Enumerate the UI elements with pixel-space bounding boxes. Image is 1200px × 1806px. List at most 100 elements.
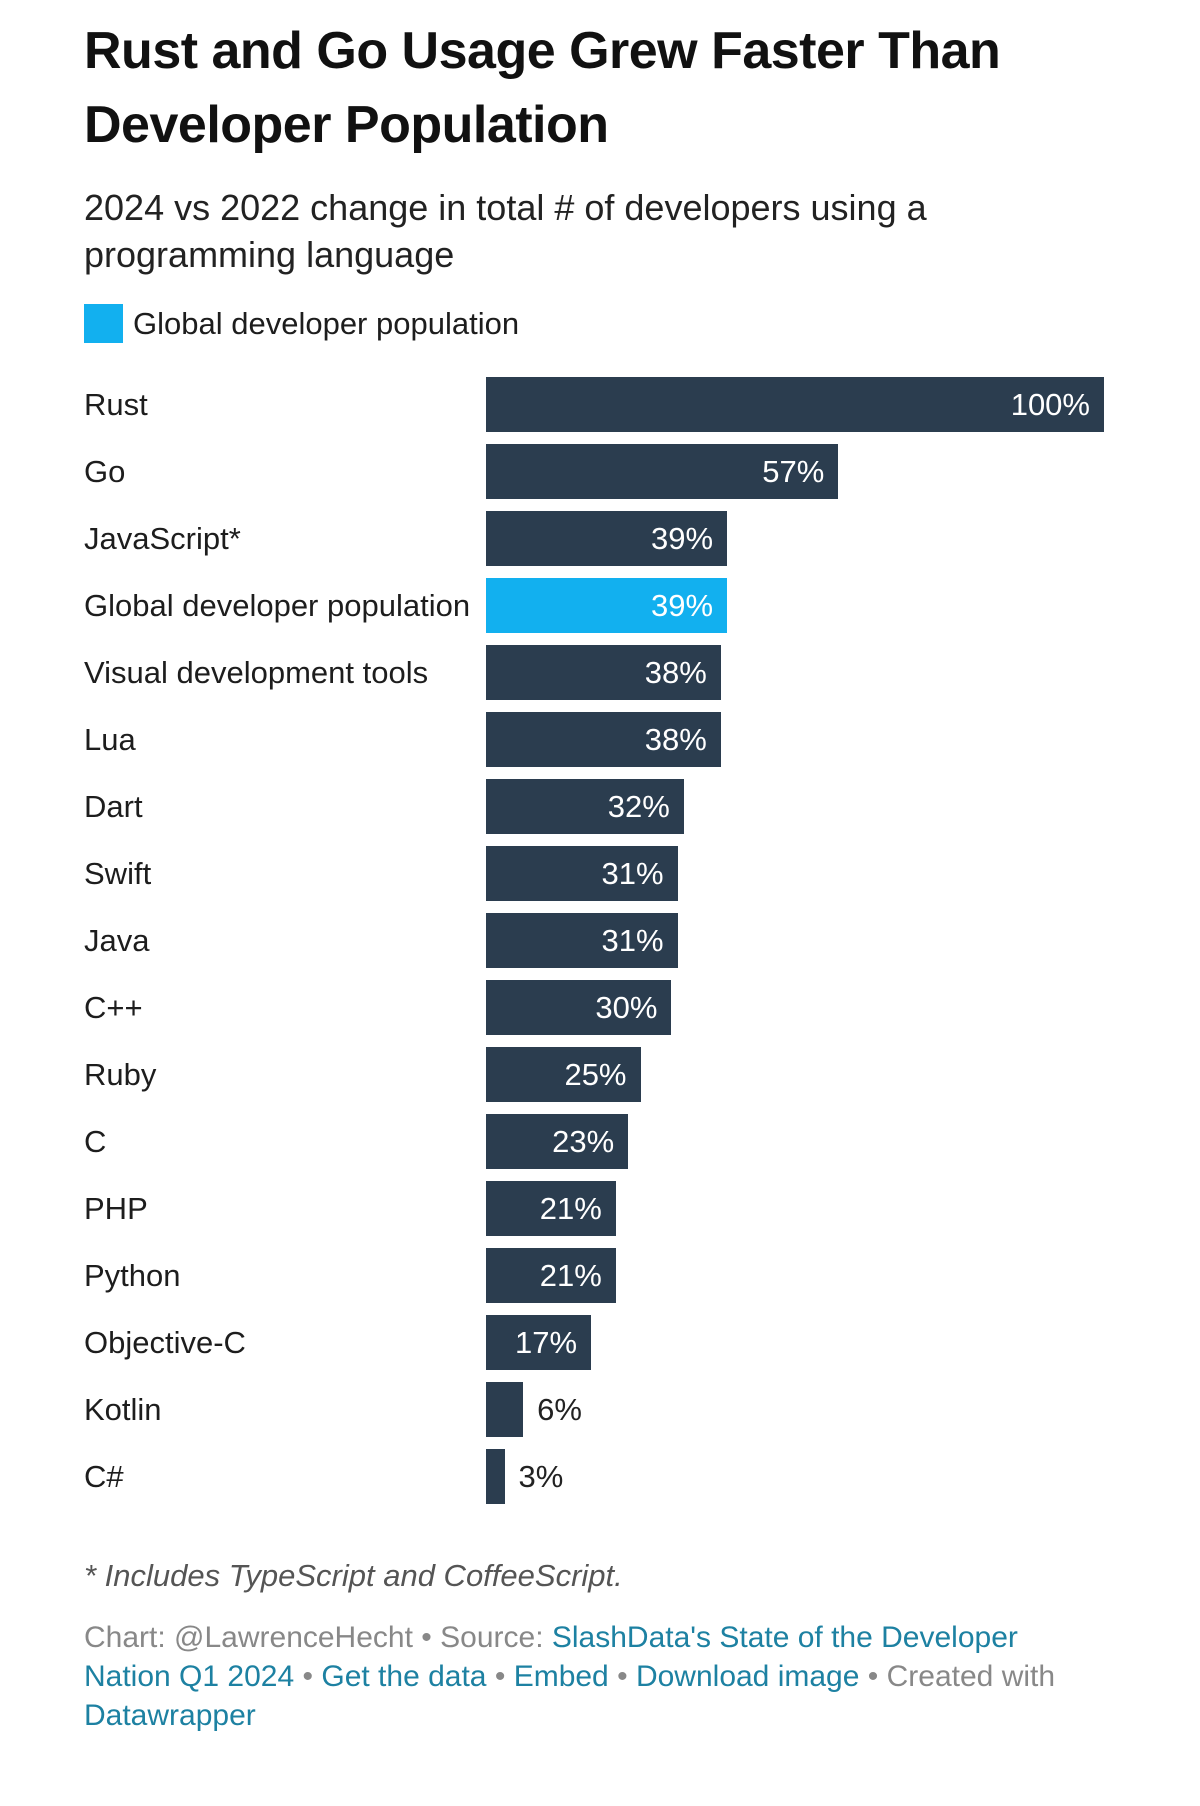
bar	[486, 377, 1104, 432]
credit-text: Created with	[886, 1660, 1056, 1693]
bar-row: Java 31%	[84, 913, 1116, 968]
bar	[486, 578, 728, 633]
bar-row: Ruby 25%	[84, 1047, 1116, 1102]
bar-row: Lua 38%	[84, 712, 1116, 767]
bar	[486, 980, 672, 1035]
credit-link[interactable]: Datawrapper	[84, 1699, 256, 1732]
bar	[486, 1181, 616, 1236]
bar-row: Visual development tools 38%	[84, 645, 1116, 700]
bar-track: 21%	[486, 1248, 1104, 1303]
credit-text: Chart: @LawrenceHecht	[84, 1621, 413, 1654]
value-label: 21%	[539, 1191, 602, 1226]
bar	[486, 1315, 592, 1370]
category-label: Java	[84, 922, 150, 958]
category-label: C++	[84, 989, 143, 1025]
category-label: Global developer population	[84, 587, 471, 623]
bar-track: 17%	[486, 1315, 1104, 1370]
value-label: 57%	[762, 454, 825, 489]
bar-track: 31%	[486, 913, 1104, 968]
bar	[486, 1047, 641, 1102]
bar-track: 39%	[486, 578, 1104, 633]
category-label: C#	[84, 1458, 124, 1494]
bar	[486, 645, 721, 700]
credit-text: Source:	[440, 1621, 544, 1654]
bar	[486, 779, 684, 834]
bar-row: Dart 32%	[84, 779, 1116, 834]
bar-row: Kotlin 6%	[84, 1382, 1116, 1437]
bar-track: 25%	[486, 1047, 1104, 1102]
separator: •	[302, 1660, 314, 1693]
separator: •	[867, 1660, 879, 1693]
category-label: Kotlin	[84, 1391, 162, 1427]
value-label: 31%	[601, 856, 664, 891]
separator: •	[494, 1660, 506, 1693]
category-label: Visual development tools	[84, 654, 429, 690]
category-label: Ruby	[84, 1056, 157, 1092]
bar-track: 39%	[486, 511, 1104, 566]
bar	[486, 511, 728, 566]
bar	[486, 712, 721, 767]
credit-link[interactable]: SlashData's State of the Developer Natio…	[84, 1621, 1018, 1693]
legend: Global developer population	[84, 304, 1116, 343]
chart-subtitle: 2024 vs 2022 change in total # of develo…	[84, 187, 927, 275]
plot: Rust 100% Go 57% JavaScript* 39% Global develo…	[84, 377, 1116, 1504]
category-label: Go	[84, 453, 126, 489]
bar-track: 38%	[486, 645, 1104, 700]
bar-track: 38%	[486, 712, 1104, 767]
value-label: 25%	[564, 1057, 627, 1092]
value-label: 21%	[539, 1258, 602, 1293]
bar-track: 31%	[486, 846, 1104, 901]
credit-link[interactable]: Download image	[635, 1660, 860, 1693]
bar-track: 100%	[486, 377, 1104, 432]
bar	[486, 1382, 524, 1437]
bar	[486, 1114, 629, 1169]
category-label: Rust	[84, 386, 148, 422]
bar	[486, 444, 839, 499]
legend-swatch	[84, 304, 123, 343]
bar-track: 30%	[486, 980, 1104, 1035]
value-label: 6%	[537, 1392, 582, 1427]
bar-row: Rust 100%	[84, 377, 1116, 432]
bar-track: 21%	[486, 1181, 1104, 1236]
value-label: 30%	[595, 990, 658, 1025]
value-label: 23%	[552, 1124, 615, 1159]
bar-row: Go 57%	[84, 444, 1116, 499]
value-label: 39%	[650, 588, 714, 623]
bar-track: 6%	[486, 1382, 1104, 1437]
legend-label: Global developer population	[133, 305, 520, 341]
chart-title: Rust and Go Usage Grew Faster Than Devel…	[84, 22, 1001, 154]
credits: Chart: @LawrenceHecht • Source: SlashDat…	[84, 1618, 1084, 1735]
credit-link[interactable]: Get the data	[321, 1660, 487, 1693]
bar-row: Python 21%	[84, 1248, 1116, 1303]
value-label: 39%	[650, 521, 714, 556]
value-label: 32%	[607, 789, 670, 824]
bar-row: C# 3%	[84, 1449, 1116, 1504]
bar-row: Global developer population 39%	[84, 578, 1116, 633]
category-label: JavaScript*	[84, 520, 241, 556]
value-label: 38%	[644, 655, 707, 690]
bar	[486, 1449, 505, 1504]
credit-link[interactable]: Embed	[513, 1660, 609, 1693]
category-label: Python	[84, 1257, 181, 1293]
bar-row: C++ 30%	[84, 980, 1116, 1035]
bar-row: Swift 31%	[84, 846, 1116, 901]
category-label: Swift	[84, 855, 152, 891]
footnote: * Includes TypeScript and CoffeeScript.	[84, 1558, 623, 1593]
value-label: 31%	[601, 923, 664, 958]
category-label: Lua	[84, 721, 136, 757]
value-label: 100%	[1010, 387, 1090, 422]
value-label: 3%	[518, 1459, 564, 1494]
value-label: 38%	[644, 722, 707, 757]
bar	[486, 1248, 616, 1303]
bar-row: PHP 21%	[84, 1181, 1116, 1236]
bar-track: 23%	[486, 1114, 1104, 1169]
bar-row: Objective-C 17%	[84, 1315, 1116, 1370]
category-label: C	[84, 1123, 107, 1159]
category-label: PHP	[84, 1190, 148, 1226]
bar	[486, 913, 678, 968]
bar-track: 32%	[486, 779, 1104, 834]
separator: •	[421, 1621, 432, 1654]
bar-row: C 23%	[84, 1114, 1116, 1169]
value-label: 17%	[515, 1325, 578, 1360]
